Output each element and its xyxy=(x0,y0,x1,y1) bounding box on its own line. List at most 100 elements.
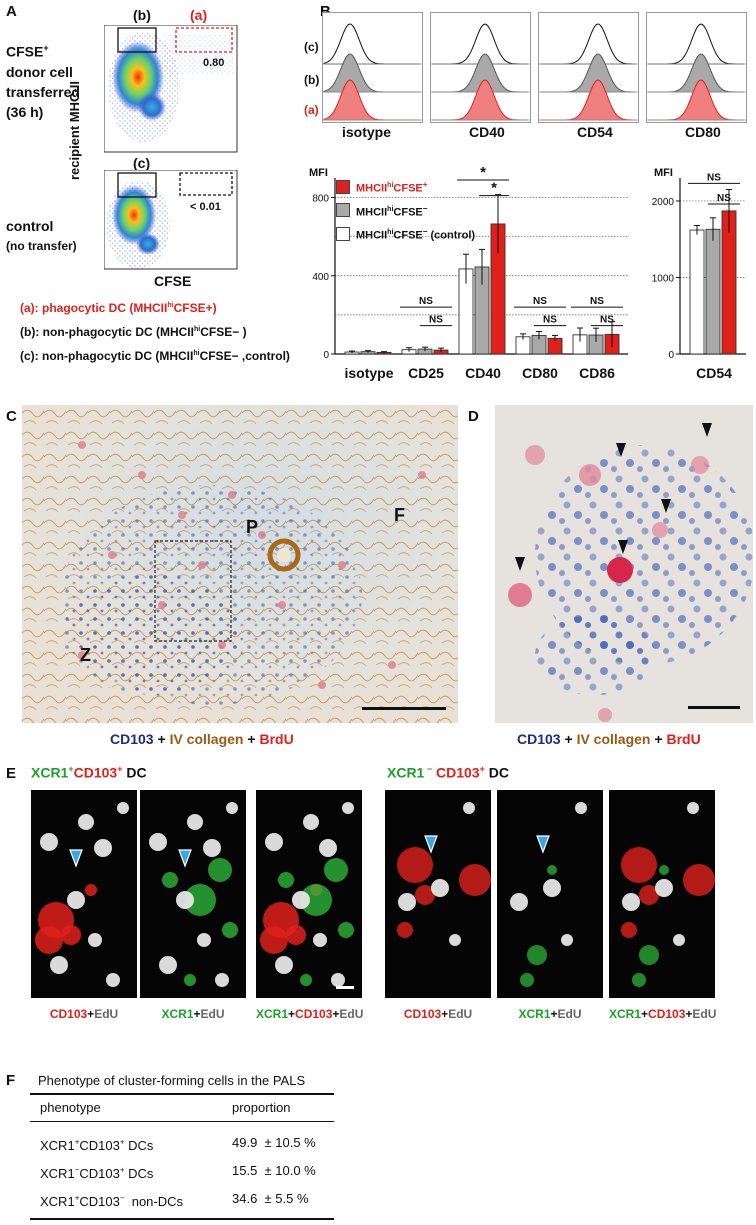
y-tick-label: 800 xyxy=(312,194,329,205)
x-tick-label-cd86: CD86 xyxy=(579,365,615,381)
x-tick-label-cd80: CD80 xyxy=(522,365,558,381)
significance-label: NS xyxy=(707,172,721,183)
row1-label: CFSE+ donor cell transferred (36 h) xyxy=(6,43,80,120)
y-tick-label: 1000 xyxy=(652,273,675,284)
nucleus xyxy=(78,814,94,830)
hist-row-label-a: (a) xyxy=(304,103,319,117)
arrowhead-icon xyxy=(424,835,438,854)
legend-line-c: (c): non-phagocytic DC (MHCIIhiCFSE− ,co… xyxy=(20,349,290,363)
nucleus xyxy=(342,802,354,814)
significance-label: * xyxy=(480,164,486,181)
nucleus xyxy=(117,802,129,814)
y-axis-label-mhc: recipient MHC-II xyxy=(67,81,82,180)
stain-caption-c: CD103 + IV collagen + BrdU xyxy=(110,731,294,747)
nucleus xyxy=(50,956,68,974)
nucleus xyxy=(106,973,120,987)
fluorescence-row: CD103+EdU XCR1+EdU XCR1+CD103+EdU CD103+EdU… xyxy=(0,786,756,1024)
nucleus xyxy=(398,893,416,911)
hist-row-label-c: (c) xyxy=(304,40,319,54)
nucleus xyxy=(622,893,640,911)
stain-caption-d: CD103 + IV collagen + BrdU xyxy=(517,731,701,747)
gate-label-a: (a) xyxy=(190,7,208,23)
panel-label-a: A xyxy=(6,3,17,20)
hist-row-label-b: (b) xyxy=(304,73,320,87)
bar-chart-panel: 0 400 800 MFI isotype CD25 CD40 CD80 CD86 NS NS NS N… xyxy=(309,164,746,381)
table-row: XCR1−CD103+ DCs 15.5 ± 10.0 % xyxy=(40,1163,316,1182)
label-z: Z xyxy=(80,645,91,665)
fluor-caption: XCR1+EdU xyxy=(497,1007,603,1021)
gate-label-b: (b) xyxy=(133,7,151,23)
caption-part: EdU xyxy=(692,1007,717,1021)
panel-label-e: E xyxy=(6,765,17,782)
caption-part: EdU xyxy=(557,1007,582,1021)
caption-part: + xyxy=(641,1007,649,1021)
fluor-caption: XCR1+CD103+EdU xyxy=(609,1007,717,1021)
x-tick-label-isotype: isotype xyxy=(344,365,393,381)
histogram-cd80 xyxy=(646,12,747,123)
nucleus xyxy=(313,933,327,947)
fluor-cd103-edu-right xyxy=(385,790,491,998)
table-rule-mid xyxy=(30,1121,334,1122)
caption-part: + xyxy=(332,1007,340,1021)
fluor-cd103-edu-left xyxy=(31,790,137,998)
caption-part: CD103 xyxy=(49,1007,88,1021)
legend-line-b: (b): non-phagocytic DC (MHCIIhiCFSE− ) xyxy=(20,325,247,339)
panel-label-b: B xyxy=(320,3,331,20)
bar-chart: 0 1000 2000 MFI CD54 NS NS xyxy=(652,167,746,381)
nucleus xyxy=(94,839,112,857)
nucleus xyxy=(303,814,319,830)
arrowhead-icon xyxy=(536,835,550,854)
caption-part: XCR1 xyxy=(161,1007,194,1021)
arrowhead-icon xyxy=(178,849,192,868)
nucleus xyxy=(543,879,561,897)
fluor-caption: CD103+EdU xyxy=(31,1007,137,1021)
fluor-xcr1-edu-left xyxy=(140,790,246,998)
gate-value-bottom: < 0.01 xyxy=(190,201,221,213)
significance-label: * xyxy=(491,180,497,197)
caption-part: EdU xyxy=(448,1007,473,1021)
legend-line-a: (a): phagocytic DC (MHCIIhiCFSE+) xyxy=(20,301,217,315)
y-axis-title: MFI xyxy=(654,167,673,179)
scale-bar-e xyxy=(336,986,354,989)
significance-label: NS xyxy=(600,315,614,326)
bar-cd54-2 xyxy=(721,210,737,355)
nucleus xyxy=(687,802,699,814)
fluor-caption: XCR1+CD103+EdU xyxy=(256,1007,363,1021)
caption-part: XCR1 xyxy=(518,1007,551,1021)
bar-legend-item-3: MHCIIhiCFSE− (control) xyxy=(336,222,475,246)
significance-label: NS xyxy=(533,296,547,307)
significance-label: NS xyxy=(717,193,731,204)
hist-markers: isotype CD40 CD54 CD80 xyxy=(322,124,752,144)
row2-label: control (no transfer) xyxy=(6,218,77,253)
caption-part: XCR1 xyxy=(609,1007,642,1021)
caption-part: CD103 xyxy=(403,1007,442,1021)
nucleus xyxy=(292,891,310,909)
fluor-caption: XCR1+EdU xyxy=(140,1007,246,1021)
panel-e-title-left: XCR1+CD103+ DC xyxy=(31,764,147,781)
table-body: XCR1+CD103+ DCs 49.9 ± 10.5 % XCR1−CD103… xyxy=(40,1129,340,1213)
nucleus xyxy=(40,833,58,851)
legend-swatch-gray xyxy=(336,203,350,218)
significance-label: NS xyxy=(543,315,557,326)
bar-cd54-0 xyxy=(689,229,705,355)
flow-plot-control: < 0.01 xyxy=(104,170,238,270)
caption-part: + xyxy=(87,1007,95,1021)
nucleus xyxy=(431,879,449,897)
bar-legend-item-2: MHCIIhiCFSE− xyxy=(336,199,475,223)
nucleus xyxy=(510,893,528,911)
fluor-merge-right xyxy=(609,790,715,998)
nucleus xyxy=(673,934,685,946)
nucleus xyxy=(575,802,587,814)
hist-marker-cd54: CD54 xyxy=(577,124,613,140)
gate-value-top: 0.80 xyxy=(203,57,224,69)
table-row: XCR1+CD103− non-DCs 34.6 ± 5.5 % xyxy=(40,1191,309,1210)
scale-bar-c xyxy=(362,707,446,710)
legend-swatch-white xyxy=(336,227,350,242)
significance-label: NS xyxy=(419,296,433,307)
fluor-caption: CD103+EdU xyxy=(385,1007,491,1021)
panel-label-f: F xyxy=(6,1072,16,1089)
x-tick-label-cd40: CD40 xyxy=(465,365,501,381)
histogram-panel xyxy=(322,12,747,123)
nucleus xyxy=(226,802,238,814)
histogram-cd40 xyxy=(430,12,531,123)
